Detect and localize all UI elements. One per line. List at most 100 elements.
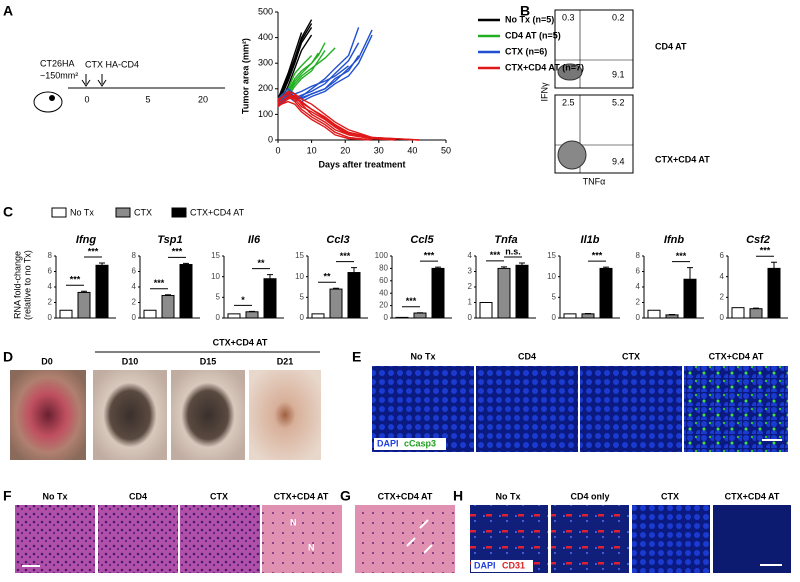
legend-swatch: [171, 207, 187, 218]
y-tick-label: 6: [132, 267, 137, 276]
micrograph: [180, 505, 260, 573]
legend-label: CD4 AT (n=5): [505, 30, 561, 40]
bar: [143, 309, 157, 319]
micrograph: [476, 366, 578, 452]
timeline-tick: 20: [198, 94, 208, 104]
bar: [227, 313, 241, 319]
y-tick-label: 10: [211, 272, 220, 281]
flow-label: CD4 AT: [655, 41, 687, 51]
bar: [599, 267, 613, 319]
tumor-curve: [277, 94, 373, 140]
y-axis-label: RNA fold-change: [12, 251, 22, 319]
error-bar: [435, 266, 441, 269]
gene-title: Ccl3: [326, 234, 349, 246]
y-tick-label: 80: [379, 264, 388, 273]
y-tick-label: 0: [300, 313, 305, 322]
flow-label: CTX+CD4 AT: [655, 154, 710, 164]
bar: [563, 313, 577, 319]
y-tick-label: 15: [211, 251, 220, 260]
bar: [581, 313, 595, 319]
bar: [431, 267, 445, 319]
legend-label: CTX+CD4 AT: [190, 207, 245, 217]
panel-letter: A: [3, 3, 13, 19]
sig-label: ***: [172, 247, 183, 257]
tumor-curve: [277, 91, 420, 141]
y-tick-label: 100: [258, 109, 273, 119]
contour: [557, 140, 587, 170]
error-bar: [501, 266, 507, 269]
treatment-label: CTX HA-CD4: [85, 59, 139, 69]
y-tick-label: 10: [547, 272, 556, 281]
flow-y-label: IFNγ: [539, 82, 549, 101]
gene-title: Tsp1: [157, 234, 182, 246]
bar: [497, 267, 511, 319]
stain-label: CD31: [502, 560, 525, 570]
stain-label: DAPI: [377, 438, 399, 448]
y-tick-label: 60: [379, 276, 388, 285]
panel-letter: D: [3, 349, 13, 365]
timeline-tick: 0: [84, 94, 89, 104]
bar: [329, 288, 343, 319]
panel-d: CTX+CD4 AT D0 D10 D15 D21: [10, 337, 321, 460]
error-bar: [165, 294, 171, 296]
y-tick-label: 5: [552, 292, 557, 301]
y-tick-label: 0: [216, 313, 221, 322]
tumor-curve: [277, 100, 373, 141]
y-tick-label: 0: [552, 313, 557, 322]
panel-letter: E: [352, 349, 361, 365]
error-bar: [81, 290, 87, 293]
error-bar: [333, 287, 339, 290]
y-tick-label: 1: [468, 298, 473, 307]
y-tick-label: 5: [216, 292, 221, 301]
y-tick-label: 6: [720, 251, 725, 260]
tumor-curve: [277, 23, 313, 104]
quadrant-lines: [555, 10, 633, 173]
bar: [347, 272, 361, 319]
micrograph: [372, 366, 474, 452]
bar: [749, 308, 763, 319]
y-tick-label: 2: [48, 298, 53, 307]
necrosis-label: N: [290, 517, 297, 527]
panel-letter: H: [453, 488, 463, 504]
group-label: No Tx: [42, 491, 67, 501]
legend-label: No Tx: [70, 207, 94, 217]
bar: [731, 307, 745, 319]
y-tick-label: 40: [379, 288, 388, 297]
sig-label: ***: [760, 246, 771, 256]
y-tick-label: 8: [132, 251, 137, 260]
y-tick-label: 500: [258, 6, 273, 16]
sig-label: n.s.: [505, 246, 521, 256]
y-tick-label: 8: [636, 251, 641, 260]
gene-title: Il1b: [581, 234, 600, 246]
bar: [311, 313, 325, 319]
error-bar: [519, 262, 525, 266]
micrograph: [684, 366, 788, 452]
y-tick-label: 200: [258, 83, 273, 93]
photo: [10, 370, 86, 460]
quadrant-value: 2.5: [562, 97, 575, 107]
group-label: No Tx: [495, 491, 520, 501]
gene-title: Csf2: [746, 234, 770, 246]
legend-swatch: [51, 207, 67, 218]
group-label: CTX+CD4 AT: [709, 351, 764, 361]
y-tick-label: 6: [636, 267, 641, 276]
stain-key: [374, 438, 446, 450]
y-tick-label: 3: [468, 267, 473, 276]
error-bar: [771, 261, 777, 269]
photo: [171, 370, 245, 460]
micrograph: [15, 505, 95, 573]
y-tick-label: 6: [48, 267, 53, 276]
group-label: CTX+CD4 AT: [274, 491, 329, 501]
arrows: [81, 74, 107, 87]
y-tick-label: 400: [258, 32, 273, 42]
y-tick-label: 0: [636, 313, 641, 322]
y-tick-label: 4: [636, 282, 641, 291]
sig-label: ***: [676, 251, 687, 261]
y-tick-label: 0: [268, 134, 273, 144]
gene-title: Tnfa: [494, 234, 517, 246]
group-label: CD4: [129, 491, 147, 501]
panel-f: No Tx CD4 CTX CTX+CD4 AT N N: [15, 491, 342, 573]
x-tick-label: 50: [441, 145, 451, 155]
error-bar: [603, 266, 609, 269]
y-tick-label: 20: [379, 301, 388, 310]
